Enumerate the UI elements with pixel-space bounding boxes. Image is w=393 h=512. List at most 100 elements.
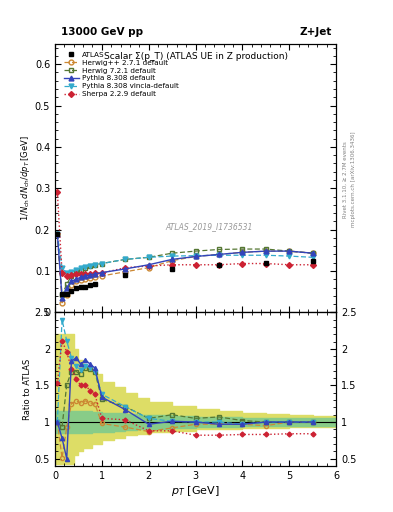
- Pythia 8.308 default: [88, 272, 92, 278]
- Herwig++ 2.7.1 default: [217, 251, 221, 258]
- Pythia 8.308 default: [287, 248, 292, 254]
- Pythia 8.308 vincia-default: [79, 265, 83, 271]
- Pythia 8.308 vincia-default: [99, 261, 104, 267]
- Pythia 8.308 default: [240, 249, 245, 255]
- Sherpa 2.2.9 default: [310, 262, 315, 268]
- Herwig 7.2.1 default: [99, 261, 104, 267]
- Y-axis label: Ratio to ATLAS: Ratio to ATLAS: [23, 358, 32, 420]
- Pythia 8.308 vincia-default: [287, 253, 292, 259]
- ATLAS: [217, 262, 221, 268]
- Sherpa 2.2.9 default: [60, 270, 64, 276]
- Pythia 8.308 default: [60, 295, 64, 301]
- Sherpa 2.2.9 default: [64, 273, 69, 279]
- Herwig 7.2.1 default: [193, 248, 198, 254]
- Herwig++ 2.7.1 default: [287, 248, 292, 254]
- Pythia 8.308 default: [92, 271, 97, 277]
- Sherpa 2.2.9 default: [123, 265, 128, 271]
- ATLAS: [123, 272, 128, 278]
- Herwig++ 2.7.1 default: [69, 283, 74, 289]
- Text: ATLAS_2019_I1736531: ATLAS_2019_I1736531: [166, 222, 253, 231]
- ATLAS: [92, 281, 97, 287]
- Pythia 8.308 vincia-default: [83, 264, 88, 270]
- Pythia 8.308 vincia-default: [55, 231, 60, 237]
- Pythia 8.308 default: [99, 269, 104, 275]
- Sherpa 2.2.9 default: [240, 261, 245, 267]
- Pythia 8.308 vincia-default: [60, 265, 64, 271]
- Sherpa 2.2.9 default: [99, 270, 104, 276]
- Sherpa 2.2.9 default: [55, 189, 60, 196]
- ATLAS: [263, 260, 268, 266]
- Pythia 8.308 default: [64, 285, 69, 291]
- Sherpa 2.2.9 default: [69, 272, 74, 278]
- Herwig 7.2.1 default: [55, 231, 60, 237]
- Herwig++ 2.7.1 default: [263, 248, 268, 254]
- X-axis label: $p_T$ [GeV]: $p_T$ [GeV]: [171, 483, 220, 498]
- Pythia 8.308 vincia-default: [310, 254, 315, 261]
- Herwig++ 2.7.1 default: [74, 278, 79, 284]
- Herwig++ 2.7.1 default: [79, 277, 83, 283]
- Pythia 8.308 vincia-default: [69, 269, 74, 275]
- Sherpa 2.2.9 default: [92, 270, 97, 276]
- Herwig++ 2.7.1 default: [64, 292, 69, 298]
- Herwig++ 2.7.1 default: [55, 231, 60, 237]
- Pythia 8.308 default: [83, 273, 88, 279]
- Herwig 7.2.1 default: [92, 262, 97, 268]
- Herwig 7.2.1 default: [64, 281, 69, 287]
- Herwig++ 2.7.1 default: [170, 258, 174, 264]
- Herwig 7.2.1 default: [310, 250, 315, 257]
- ATLAS: [69, 288, 74, 294]
- Pythia 8.308 vincia-default: [123, 257, 128, 263]
- ATLAS: [170, 266, 174, 272]
- Pythia 8.308 vincia-default: [74, 267, 79, 273]
- Line: Pythia 8.308 default: Pythia 8.308 default: [55, 231, 315, 300]
- Sherpa 2.2.9 default: [79, 271, 83, 277]
- Herwig++ 2.7.1 default: [123, 269, 128, 275]
- ATLAS: [74, 285, 79, 291]
- Line: Pythia 8.308 vincia-default: Pythia 8.308 vincia-default: [55, 231, 315, 275]
- Herwig 7.2.1 default: [88, 263, 92, 269]
- ATLAS: [64, 291, 69, 297]
- ATLAS: [60, 291, 64, 297]
- Text: Scalar Σ(p_T) (ATLAS UE in Z production): Scalar Σ(p_T) (ATLAS UE in Z production): [103, 52, 288, 60]
- Pythia 8.308 vincia-default: [170, 253, 174, 259]
- Sherpa 2.2.9 default: [83, 271, 88, 277]
- Herwig 7.2.1 default: [123, 257, 128, 263]
- Herwig 7.2.1 default: [83, 265, 88, 271]
- Pythia 8.308 default: [217, 251, 221, 258]
- Herwig 7.2.1 default: [217, 246, 221, 252]
- Pythia 8.308 default: [193, 253, 198, 260]
- Sherpa 2.2.9 default: [170, 262, 174, 268]
- Herwig++ 2.7.1 default: [60, 300, 64, 306]
- Herwig++ 2.7.1 default: [92, 274, 97, 280]
- Text: mcplots.cern.ch [arXiv:1306.3436]: mcplots.cern.ch [arXiv:1306.3436]: [351, 132, 356, 227]
- Pythia 8.308 default: [79, 274, 83, 280]
- Herwig 7.2.1 default: [74, 269, 79, 275]
- Herwig++ 2.7.1 default: [99, 273, 104, 279]
- Pythia 8.308 default: [310, 250, 315, 257]
- Sherpa 2.2.9 default: [287, 262, 292, 268]
- Text: Z+Jet: Z+Jet: [300, 27, 332, 37]
- Sherpa 2.2.9 default: [263, 261, 268, 267]
- Sherpa 2.2.9 default: [217, 262, 221, 268]
- Herwig 7.2.1 default: [287, 248, 292, 254]
- Line: Herwig 7.2.1 default: Herwig 7.2.1 default: [55, 231, 315, 297]
- Pythia 8.308 vincia-default: [92, 262, 97, 268]
- Sherpa 2.2.9 default: [74, 271, 79, 278]
- Text: 13000 GeV pp: 13000 GeV pp: [61, 27, 143, 37]
- Herwig++ 2.7.1 default: [193, 253, 198, 260]
- Line: Sherpa 2.2.9 default: Sherpa 2.2.9 default: [55, 190, 315, 278]
- Pythia 8.308 vincia-default: [193, 252, 198, 259]
- Y-axis label: $1/N_\mathrm{ch}\,dN_\mathrm{ch}/dp_T\,[\mathrm{GeV}]$: $1/N_\mathrm{ch}\,dN_\mathrm{ch}/dp_T\,[…: [19, 135, 32, 221]
- Herwig++ 2.7.1 default: [310, 250, 315, 257]
- Herwig++ 2.7.1 default: [240, 249, 245, 255]
- Line: ATLAS: ATLAS: [55, 231, 315, 296]
- Sherpa 2.2.9 default: [88, 271, 92, 277]
- Text: Rivet 3.1.10, ≥ 2.7M events: Rivet 3.1.10, ≥ 2.7M events: [343, 141, 348, 218]
- Sherpa 2.2.9 default: [193, 262, 198, 268]
- Herwig 7.2.1 default: [60, 292, 64, 298]
- Pythia 8.308 vincia-default: [146, 254, 151, 261]
- Pythia 8.308 vincia-default: [263, 252, 268, 259]
- Herwig 7.2.1 default: [263, 246, 268, 252]
- ATLAS: [310, 258, 315, 264]
- Herwig++ 2.7.1 default: [146, 265, 151, 271]
